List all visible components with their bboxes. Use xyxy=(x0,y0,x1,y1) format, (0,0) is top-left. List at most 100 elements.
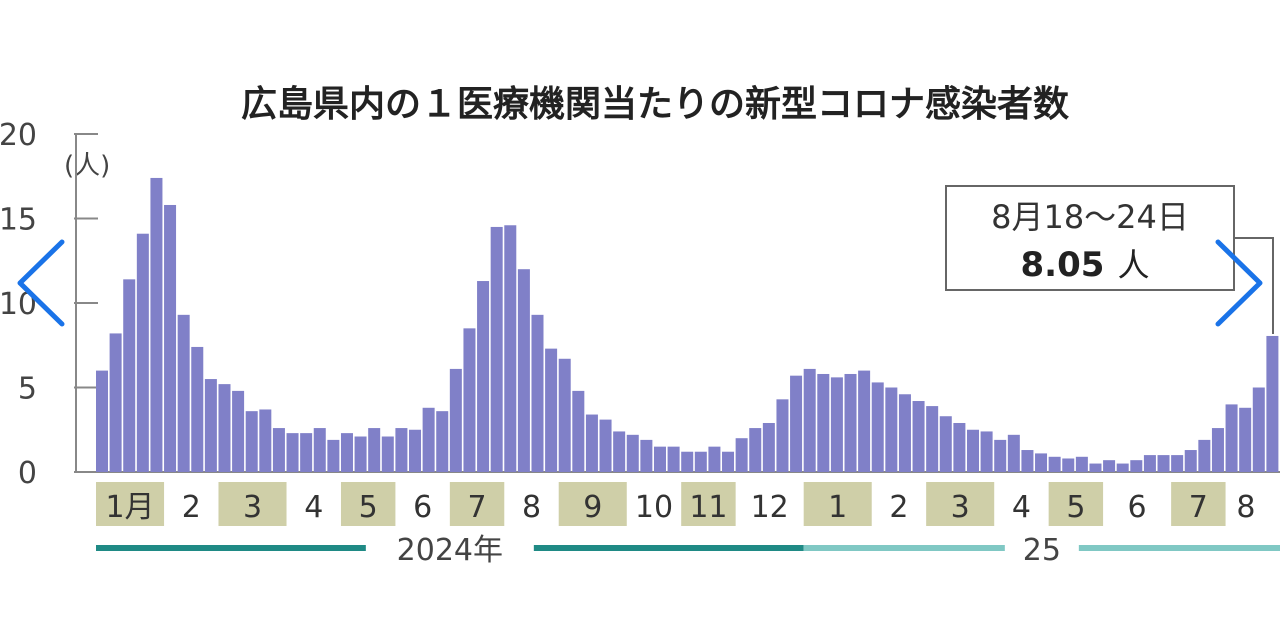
bar xyxy=(545,348,558,472)
bar xyxy=(1089,463,1102,472)
bar xyxy=(477,281,490,472)
bar xyxy=(994,439,1007,472)
year-axis: 2024年 25 xyxy=(96,533,1280,568)
chevron-right-icon xyxy=(1215,239,1263,327)
bar xyxy=(1007,434,1020,472)
bar xyxy=(694,451,707,472)
bar xyxy=(136,233,149,472)
month-label: 2 xyxy=(889,490,908,525)
callout-value: 8.05 人 xyxy=(1021,245,1150,285)
bar xyxy=(123,279,136,472)
callout-value-unit: 人 xyxy=(1117,246,1149,284)
bar xyxy=(504,225,517,472)
bar xyxy=(939,416,952,472)
bar xyxy=(817,373,830,472)
bar xyxy=(1225,404,1238,472)
bar xyxy=(1171,455,1184,472)
bar xyxy=(980,431,993,472)
bar xyxy=(1266,335,1279,472)
bar xyxy=(531,314,544,472)
month-label: 8 xyxy=(1236,490,1255,525)
bar xyxy=(830,377,843,472)
bar xyxy=(1103,460,1116,472)
bar xyxy=(708,446,721,472)
y-tick-label: 15 xyxy=(0,203,37,238)
month-label: 6 xyxy=(1128,490,1147,525)
bar xyxy=(490,226,503,472)
month-label: 1月 xyxy=(105,490,154,525)
month-axis: 1月 2 3 4 5 6 7 8 9 10 11 12 1 2 3 4 5 6 7 8 xyxy=(96,482,1256,526)
month-band xyxy=(803,482,872,526)
bar xyxy=(218,384,231,472)
month-label: 5 xyxy=(1066,490,1085,525)
callout-box xyxy=(945,185,1235,291)
bar xyxy=(164,204,177,473)
bar xyxy=(966,429,979,472)
callout-value-number: 8.05 xyxy=(1021,245,1105,285)
bar xyxy=(177,314,190,472)
bar xyxy=(912,401,925,472)
bar xyxy=(1239,407,1252,472)
next-arrow-button[interactable] xyxy=(1208,236,1272,330)
y-unit-label: (人) xyxy=(64,151,110,181)
bar xyxy=(626,434,639,472)
y-tick-label: 0 xyxy=(18,456,37,491)
bar xyxy=(1157,455,1170,472)
bar xyxy=(613,431,626,472)
callout-period: 8月18～24日 xyxy=(991,198,1189,236)
bar xyxy=(245,411,258,472)
month-band xyxy=(1171,482,1226,526)
bar xyxy=(150,177,163,472)
prev-arrow-button[interactable] xyxy=(8,236,72,330)
bar xyxy=(790,375,803,472)
chart-title: 広島県内の１医療機関当たりの新型コロナ感染者数 xyxy=(241,84,1069,125)
month-band xyxy=(340,482,396,526)
bar xyxy=(1075,456,1088,472)
bar xyxy=(1021,450,1034,472)
callout-leader xyxy=(1234,237,1274,334)
bar xyxy=(585,414,598,472)
bars xyxy=(96,177,1279,473)
bar xyxy=(286,433,299,472)
bar xyxy=(300,433,313,472)
month-label: 2 xyxy=(182,490,201,525)
bar xyxy=(640,439,653,472)
bar xyxy=(436,411,449,472)
bar xyxy=(1184,450,1197,472)
month-label: 11 xyxy=(689,490,727,525)
month-band xyxy=(1048,482,1104,526)
bar xyxy=(653,446,666,472)
month-label: 8 xyxy=(522,490,541,525)
bar xyxy=(409,429,422,472)
bar xyxy=(517,269,530,472)
month-band xyxy=(926,482,995,526)
bar xyxy=(340,433,353,472)
bar xyxy=(898,394,911,472)
bar xyxy=(1143,455,1156,472)
month-label: 10 xyxy=(635,490,673,525)
bar xyxy=(844,373,857,472)
bar xyxy=(313,428,326,472)
month-band xyxy=(96,482,165,526)
month-label: 4 xyxy=(304,490,323,525)
bar xyxy=(449,368,462,472)
chevron-left-icon xyxy=(17,239,65,327)
y-tick-label: 20 xyxy=(0,118,37,153)
bar xyxy=(272,428,285,472)
bar xyxy=(1048,456,1061,472)
bar xyxy=(463,328,476,472)
month-label: 3 xyxy=(243,490,262,525)
bar xyxy=(599,419,612,472)
y-tick-label: 5 xyxy=(18,372,37,407)
month-band xyxy=(449,482,505,526)
bar xyxy=(109,333,122,472)
bar xyxy=(749,428,762,472)
bar xyxy=(96,370,109,472)
month-label: 3 xyxy=(951,490,970,525)
bar xyxy=(381,436,394,472)
bar xyxy=(204,379,217,472)
bar xyxy=(354,436,367,472)
bar xyxy=(722,451,735,472)
month-band xyxy=(558,482,627,526)
